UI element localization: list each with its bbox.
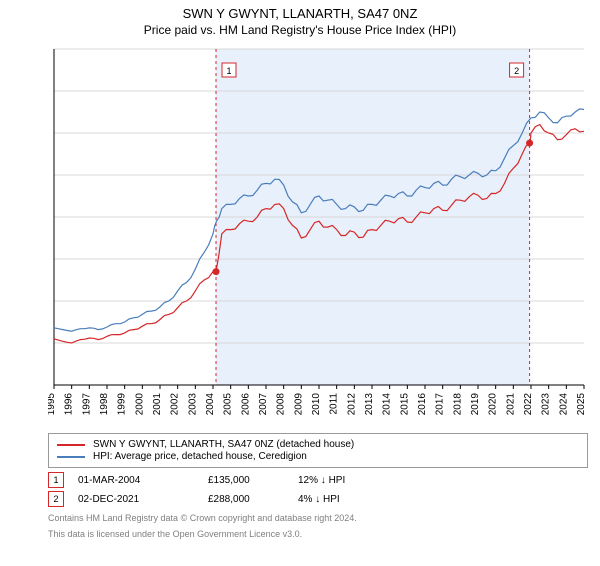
svg-text:1996: 1996 xyxy=(64,393,75,416)
svg-text:2009: 2009 xyxy=(293,393,304,416)
svg-text:2025: 2025 xyxy=(576,393,587,416)
svg-text:1: 1 xyxy=(226,66,231,76)
svg-text:2012: 2012 xyxy=(346,393,357,416)
svg-text:1995: 1995 xyxy=(48,393,57,416)
svg-text:2016: 2016 xyxy=(417,393,428,416)
legend-row: HPI: Average price, detached house, Cere… xyxy=(57,451,579,462)
transactions-table: 1 01-MAR-2004£135,00012% ↓ HPI 2 02-DEC-202… xyxy=(48,472,588,507)
svg-text:2017: 2017 xyxy=(435,393,446,416)
transaction-price: £288,000 xyxy=(208,494,298,505)
transaction-delta: 12% ↓ HPI xyxy=(298,475,388,486)
transaction-row: 2 02-DEC-2021£288,0004% ↓ HPI xyxy=(48,491,588,507)
footer-line-2: This data is licensed under the Open Gov… xyxy=(48,529,588,539)
chart-area: £0£50K£100K£150K£200K£250K£300K£350K£400… xyxy=(48,45,588,425)
chart-subtitle: Price paid vs. HM Land Registry's House … xyxy=(0,23,600,37)
svg-text:1997: 1997 xyxy=(81,393,92,416)
transaction-delta: 4% ↓ HPI xyxy=(298,494,388,505)
svg-text:2013: 2013 xyxy=(364,393,375,416)
transaction-date: 02-DEC-2021 xyxy=(78,494,208,505)
legend-label: SWN Y GWYNT, LLANARTH, SA47 0NZ (detache… xyxy=(93,439,354,450)
transaction-marker: 2 xyxy=(48,491,64,507)
svg-text:2006: 2006 xyxy=(240,393,251,416)
svg-text:1999: 1999 xyxy=(117,393,128,416)
svg-text:2018: 2018 xyxy=(452,393,463,416)
svg-text:2022: 2022 xyxy=(523,393,534,416)
legend-label: HPI: Average price, detached house, Cere… xyxy=(93,451,307,462)
svg-text:2020: 2020 xyxy=(488,393,499,416)
svg-text:2010: 2010 xyxy=(311,393,322,416)
svg-text:2005: 2005 xyxy=(223,393,234,416)
chart-title: SWN Y GWYNT, LLANARTH, SA47 0NZ xyxy=(0,6,600,21)
transaction-marker: 1 xyxy=(48,472,64,488)
transaction-row: 1 01-MAR-2004£135,00012% ↓ HPI xyxy=(48,472,588,488)
chart-svg: £0£50K£100K£150K£200K£250K£300K£350K£400… xyxy=(48,45,588,425)
svg-text:2: 2 xyxy=(514,66,519,76)
legend-box: SWN Y GWYNT, LLANARTH, SA47 0NZ (detache… xyxy=(48,433,588,468)
svg-text:2000: 2000 xyxy=(134,393,145,416)
svg-text:2011: 2011 xyxy=(329,393,340,415)
svg-text:1998: 1998 xyxy=(99,393,110,416)
svg-text:2008: 2008 xyxy=(276,393,287,416)
svg-text:2015: 2015 xyxy=(399,393,410,416)
legend-swatch xyxy=(57,444,85,446)
legend-swatch xyxy=(57,456,85,458)
svg-text:2007: 2007 xyxy=(258,393,269,416)
svg-text:2023: 2023 xyxy=(541,393,552,416)
svg-text:2002: 2002 xyxy=(170,393,181,416)
svg-text:2014: 2014 xyxy=(382,393,393,416)
svg-text:2019: 2019 xyxy=(470,393,481,416)
svg-text:2004: 2004 xyxy=(205,393,216,416)
svg-text:2001: 2001 xyxy=(152,393,163,416)
svg-text:2024: 2024 xyxy=(558,393,569,416)
transaction-date: 01-MAR-2004 xyxy=(78,475,208,486)
legend-row: SWN Y GWYNT, LLANARTH, SA47 0NZ (detache… xyxy=(57,439,579,450)
footer-line-1: Contains HM Land Registry data © Crown c… xyxy=(48,513,588,523)
svg-text:2003: 2003 xyxy=(187,393,198,416)
svg-text:2021: 2021 xyxy=(505,393,516,416)
transaction-price: £135,000 xyxy=(208,475,298,486)
